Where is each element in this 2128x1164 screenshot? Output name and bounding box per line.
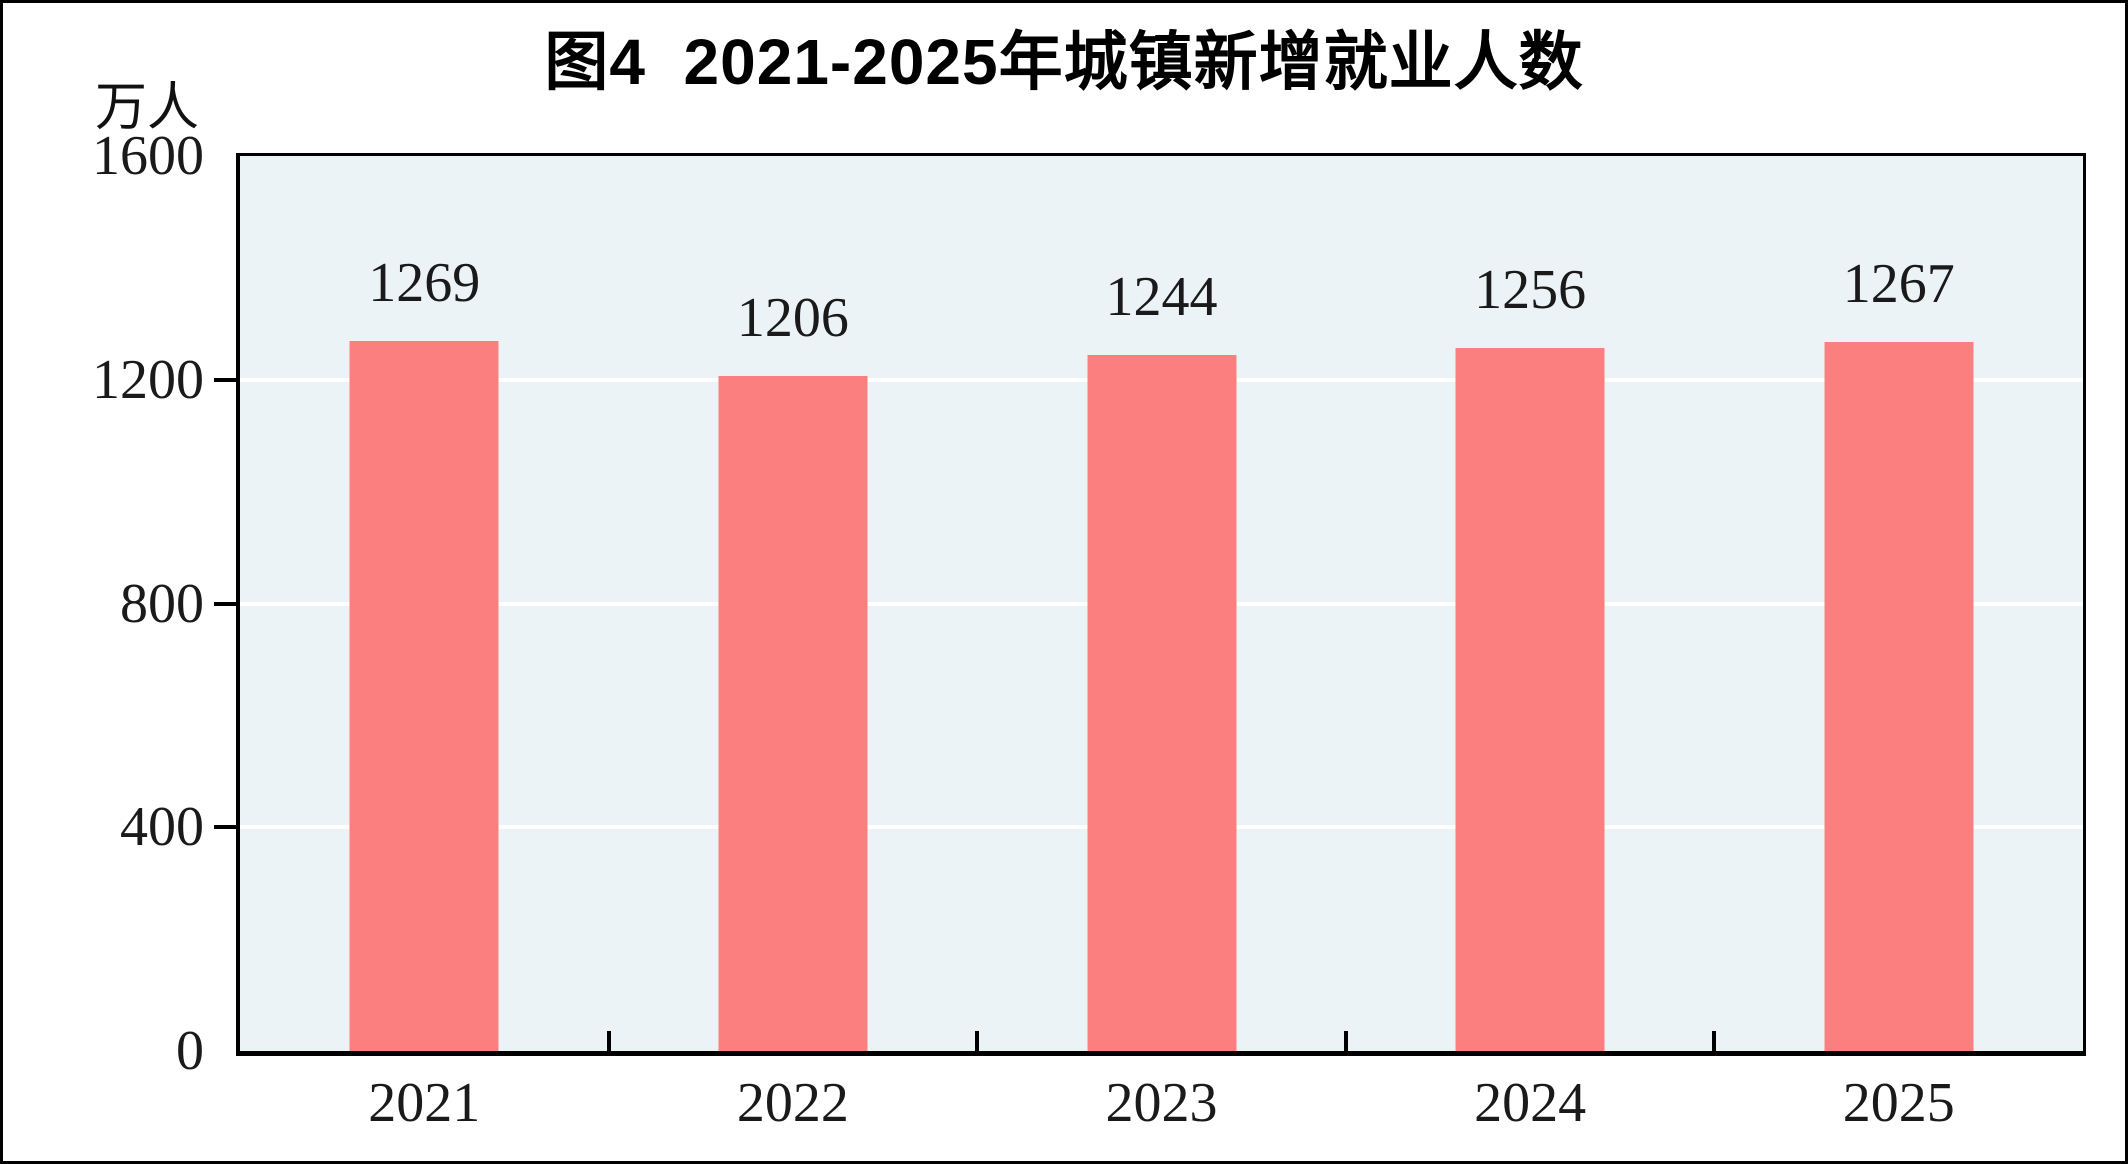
bar-2022 bbox=[718, 376, 868, 1051]
y-axis-tick-mark bbox=[214, 601, 236, 606]
x-axis-tick-mark bbox=[1712, 1031, 1717, 1051]
x-tick-label: 2024 bbox=[1474, 1072, 1587, 1134]
y-tick-label: 1200 bbox=[92, 348, 204, 411]
bar-value-label: 1244 bbox=[1105, 266, 1218, 329]
y-axis-tick-mark bbox=[214, 825, 236, 830]
chart-title: 图4 2021-2025年城镇新增就业人数 bbox=[544, 26, 1584, 98]
x-axis-tick-mark bbox=[975, 1031, 980, 1051]
y-tick-label: 800 bbox=[120, 572, 204, 635]
y-axis-tick-mark bbox=[214, 377, 236, 382]
x-tick-label: 2025 bbox=[1842, 1072, 1955, 1134]
x-tick-label: 2021 bbox=[368, 1072, 481, 1134]
x-axis-tick-mark bbox=[606, 1031, 611, 1051]
bar-value-label: 1256 bbox=[1474, 259, 1587, 322]
bar-2024 bbox=[1455, 348, 1605, 1051]
bar-2025 bbox=[1824, 342, 1974, 1051]
y-tick-label: 0 bbox=[176, 1020, 204, 1082]
plot-area: 1269 1206 1244 1256 1267 bbox=[214, 153, 2086, 1056]
y-tick-label: 1600 bbox=[92, 125, 204, 187]
bar-2023 bbox=[1087, 355, 1236, 1051]
x-axis-tick-mark bbox=[1343, 1031, 1348, 1051]
bar-value-label: 1267 bbox=[1842, 253, 1955, 316]
bar-value-label: 1269 bbox=[368, 252, 481, 315]
x-tick-label: 2023 bbox=[1105, 1072, 1218, 1134]
bar-value-label: 1206 bbox=[736, 287, 849, 350]
y-axis-unit-label: 万人 bbox=[95, 80, 200, 137]
bar-2021 bbox=[349, 341, 499, 1051]
y-tick-label: 400 bbox=[120, 796, 204, 859]
x-tick-label: 2022 bbox=[736, 1072, 849, 1134]
